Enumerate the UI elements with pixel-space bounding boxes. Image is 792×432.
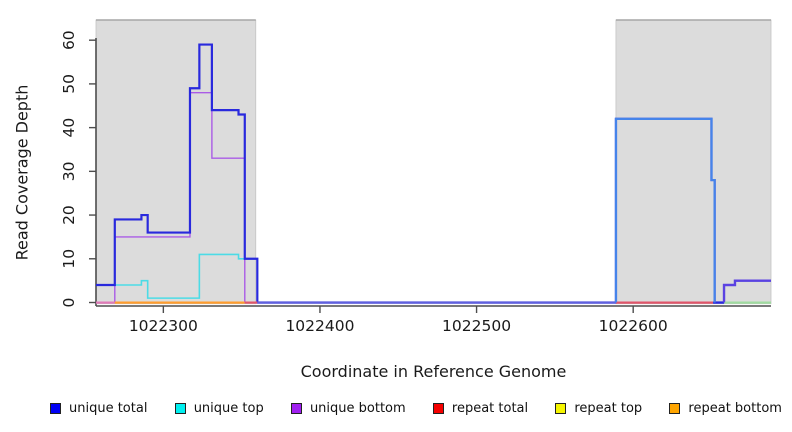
legend-label-repeat-top: repeat top [574, 400, 643, 416]
legend-item-repeat-total: repeat total [432, 400, 529, 416]
legend-item-unique-bottom: unique bottom [290, 400, 406, 416]
x-tick-label: 1022500 [442, 317, 511, 335]
y-tick-label: 20 [60, 205, 78, 225]
legend-label-unique-total: unique total [69, 400, 148, 416]
y-tick-label: 30 [60, 161, 78, 181]
y-tick-label: 50 [60, 74, 78, 94]
y-tick-label: 0 [60, 298, 78, 308]
legend-swatch-unique-top-icon [174, 402, 186, 414]
legend-swatch-repeat-bottom-icon [669, 402, 681, 414]
x-tick-label: 1022300 [129, 317, 198, 335]
legend: unique total unique top unique bottom repea… [50, 398, 782, 418]
y-axis-label: Read Coverage Depth [12, 84, 32, 261]
x-tick-label: 1022600 [599, 317, 668, 335]
repeat-region-shading [615, 19, 772, 305]
legend-label-unique-top: unique top [193, 400, 264, 416]
legend-item-unique-top: unique top [174, 400, 264, 416]
legend-swatch-repeat-total-icon [432, 402, 444, 414]
repeat-region-shading [95, 19, 257, 305]
series-overlay-segment [722, 279, 771, 303]
series-overlay-segment [614, 117, 716, 303]
x-axis-label: Coordinate in Reference Genome [300, 362, 567, 381]
legend-item-unique-total: unique total [50, 401, 147, 416]
y-tick-label: 60 [60, 30, 78, 50]
legend-label-repeat-total: repeat total [451, 400, 529, 416]
legend-label-repeat-bottom: repeat bottom [688, 400, 782, 416]
legend-swatch-unique-total-icon [50, 402, 61, 414]
legend-item-repeat-bottom: repeat bottom [669, 401, 782, 416]
legend-swatch-repeat-top-icon [555, 402, 567, 414]
x-tick-label: 1022400 [285, 317, 354, 335]
legend-swatch-unique-bottom-icon [290, 402, 302, 414]
y-tick-label: 40 [60, 118, 78, 138]
y-tick-label: 10 [60, 249, 78, 269]
legend-label-unique-bottom: unique bottom [309, 400, 406, 416]
legend-item-repeat-top: repeat top [555, 401, 642, 416]
